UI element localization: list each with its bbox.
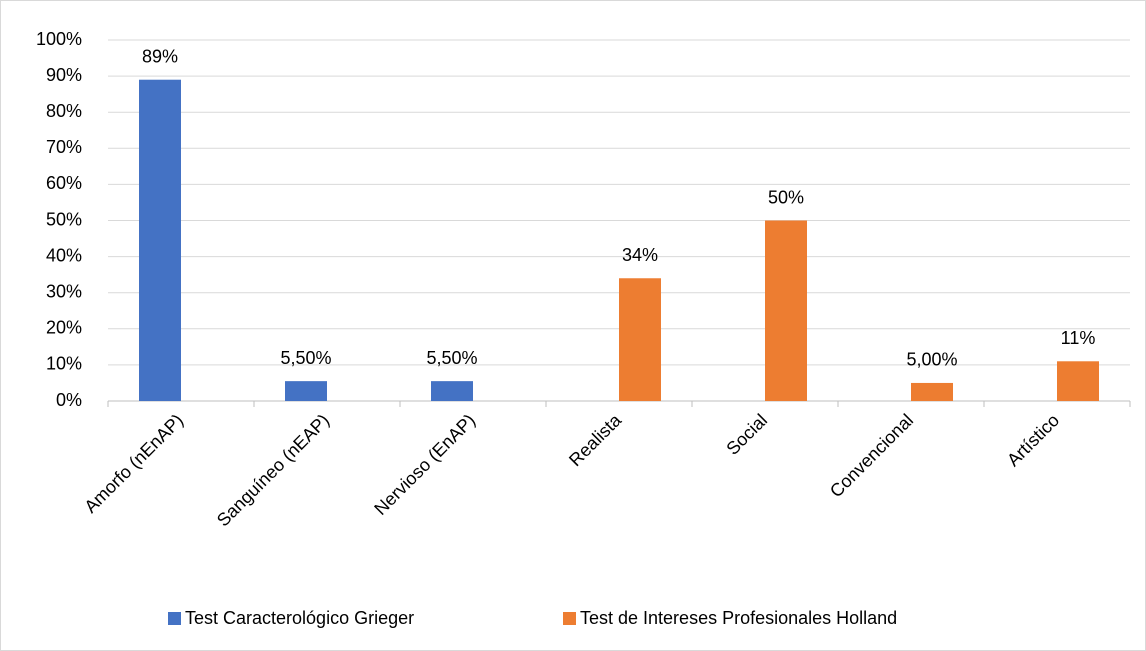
data-label: 11% — [1061, 328, 1096, 348]
bar — [431, 381, 473, 401]
y-tick-label: 60% — [46, 173, 82, 193]
y-tick-label: 40% — [46, 245, 82, 265]
y-tick-label: 100% — [36, 29, 82, 49]
data-label: 5,00% — [906, 350, 957, 370]
bar — [911, 382, 953, 401]
legend-swatch — [563, 612, 576, 625]
legend-label: Test de Intereses Profesionales Holland — [580, 608, 897, 628]
data-label: 89% — [142, 46, 178, 66]
data-label: 5,50% — [426, 348, 477, 368]
y-tick-label: 0% — [56, 390, 82, 410]
legend-swatch — [168, 612, 181, 625]
y-tick-label: 70% — [46, 137, 82, 157]
y-tick-label: 10% — [46, 354, 82, 374]
bar — [285, 381, 327, 401]
bar — [1057, 361, 1099, 401]
data-label: 5,50% — [280, 348, 331, 368]
bar — [765, 220, 807, 401]
y-tick-label: 90% — [46, 65, 82, 85]
y-tick-label: 50% — [46, 209, 82, 229]
bar — [619, 278, 661, 401]
y-tick-label: 80% — [46, 101, 82, 121]
legend-label: Test Caracterológico Grieger — [185, 608, 414, 628]
bar — [139, 79, 181, 402]
y-tick-label: 30% — [46, 281, 82, 301]
data-label: 50% — [768, 187, 804, 207]
y-tick-label: 20% — [46, 318, 82, 338]
data-label: 34% — [622, 245, 658, 265]
